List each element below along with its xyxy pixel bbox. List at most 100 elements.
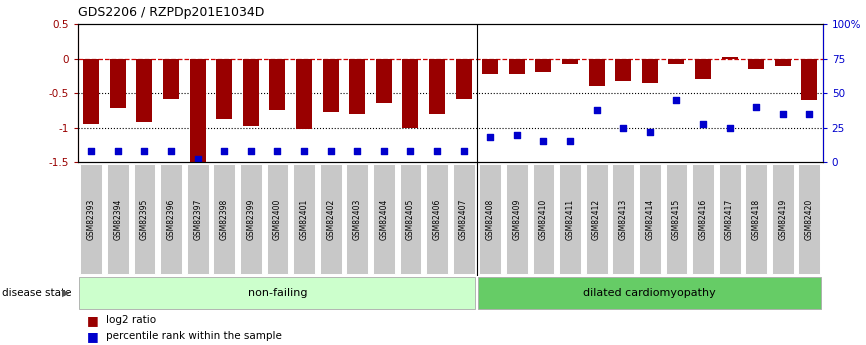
FancyBboxPatch shape	[585, 165, 608, 274]
Point	[590, 107, 604, 112]
FancyBboxPatch shape	[373, 165, 395, 274]
Text: GSM82402: GSM82402	[326, 198, 335, 240]
FancyBboxPatch shape	[346, 165, 368, 274]
Text: GSM82398: GSM82398	[220, 198, 229, 240]
Bar	[110, 59, 126, 108]
Text: GSM82409: GSM82409	[513, 198, 521, 240]
FancyBboxPatch shape	[772, 165, 794, 274]
Point	[722, 125, 736, 130]
Text: GSM82405: GSM82405	[406, 198, 415, 240]
FancyBboxPatch shape	[533, 165, 554, 274]
Bar	[642, 59, 658, 83]
FancyBboxPatch shape	[478, 277, 821, 309]
FancyBboxPatch shape	[187, 165, 209, 274]
Bar	[376, 59, 391, 104]
FancyBboxPatch shape	[399, 165, 422, 274]
Text: GSM82401: GSM82401	[300, 198, 308, 240]
Text: GDS2206 / RZPDp201E1034D: GDS2206 / RZPDp201E1034D	[78, 6, 264, 19]
FancyBboxPatch shape	[107, 165, 129, 274]
FancyBboxPatch shape	[665, 165, 688, 274]
Text: GSM82399: GSM82399	[246, 198, 255, 240]
Bar	[615, 59, 631, 81]
Bar	[296, 59, 312, 129]
Point	[297, 148, 311, 154]
Point	[324, 148, 338, 154]
FancyBboxPatch shape	[80, 277, 475, 309]
Point	[138, 148, 152, 154]
FancyBboxPatch shape	[692, 165, 714, 274]
Text: dilated cardiomyopathy: dilated cardiomyopathy	[584, 288, 716, 298]
Bar	[190, 59, 205, 164]
Point	[377, 148, 391, 154]
FancyBboxPatch shape	[719, 165, 740, 274]
Text: GSM82411: GSM82411	[565, 198, 574, 240]
Text: GSM82410: GSM82410	[539, 198, 548, 240]
Bar	[137, 59, 152, 122]
Point	[270, 148, 284, 154]
Text: GSM82396: GSM82396	[166, 198, 176, 240]
Text: GSM82414: GSM82414	[645, 198, 655, 240]
Point	[350, 148, 364, 154]
Point	[617, 125, 630, 130]
Bar	[669, 59, 684, 64]
FancyBboxPatch shape	[426, 165, 448, 274]
Text: GSM82412: GSM82412	[592, 198, 601, 240]
Point	[536, 139, 551, 144]
Bar	[775, 59, 791, 66]
Point	[483, 135, 497, 140]
FancyBboxPatch shape	[639, 165, 661, 274]
Text: GSM82393: GSM82393	[87, 198, 96, 240]
Bar	[748, 59, 764, 69]
Point	[84, 148, 98, 154]
FancyBboxPatch shape	[506, 165, 527, 274]
Bar	[801, 59, 818, 100]
FancyBboxPatch shape	[479, 165, 501, 274]
Bar	[509, 59, 525, 74]
Text: GSM82404: GSM82404	[379, 198, 388, 240]
Bar	[269, 59, 286, 110]
Text: GSM82403: GSM82403	[352, 198, 362, 240]
FancyBboxPatch shape	[293, 165, 315, 274]
Point	[749, 104, 763, 110]
Text: non-failing: non-failing	[248, 288, 307, 298]
Text: GSM82416: GSM82416	[699, 198, 708, 240]
Text: percentile rank within the sample: percentile rank within the sample	[106, 332, 281, 341]
Text: GSM82419: GSM82419	[779, 198, 787, 240]
Bar	[349, 59, 365, 114]
Point	[217, 148, 231, 154]
Text: GSM82407: GSM82407	[459, 198, 469, 240]
Text: GSM82395: GSM82395	[140, 198, 149, 240]
Text: ▶: ▶	[61, 288, 69, 298]
Point	[669, 97, 683, 103]
Text: GSM82417: GSM82417	[725, 198, 734, 240]
Bar	[163, 59, 179, 99]
Text: GSM82406: GSM82406	[432, 198, 442, 240]
Point	[456, 148, 470, 154]
Bar	[216, 59, 232, 119]
FancyBboxPatch shape	[133, 165, 155, 274]
Point	[191, 157, 204, 162]
FancyBboxPatch shape	[798, 165, 820, 274]
Text: GSM82394: GSM82394	[113, 198, 122, 240]
Bar	[403, 59, 418, 128]
Text: GSM82397: GSM82397	[193, 198, 202, 240]
Point	[164, 148, 178, 154]
Bar	[695, 59, 711, 79]
FancyBboxPatch shape	[81, 165, 102, 274]
Bar	[323, 59, 339, 112]
FancyBboxPatch shape	[213, 165, 236, 274]
Bar	[429, 59, 445, 114]
FancyBboxPatch shape	[240, 165, 262, 274]
Point	[430, 148, 444, 154]
Bar	[456, 59, 472, 99]
Bar	[482, 59, 498, 74]
FancyBboxPatch shape	[746, 165, 767, 274]
FancyBboxPatch shape	[320, 165, 341, 274]
Bar	[242, 59, 259, 126]
Text: ■: ■	[87, 330, 99, 343]
Point	[510, 132, 524, 137]
FancyBboxPatch shape	[453, 165, 475, 274]
Bar	[83, 59, 100, 124]
Text: GSM82413: GSM82413	[618, 198, 628, 240]
Bar	[535, 59, 552, 72]
